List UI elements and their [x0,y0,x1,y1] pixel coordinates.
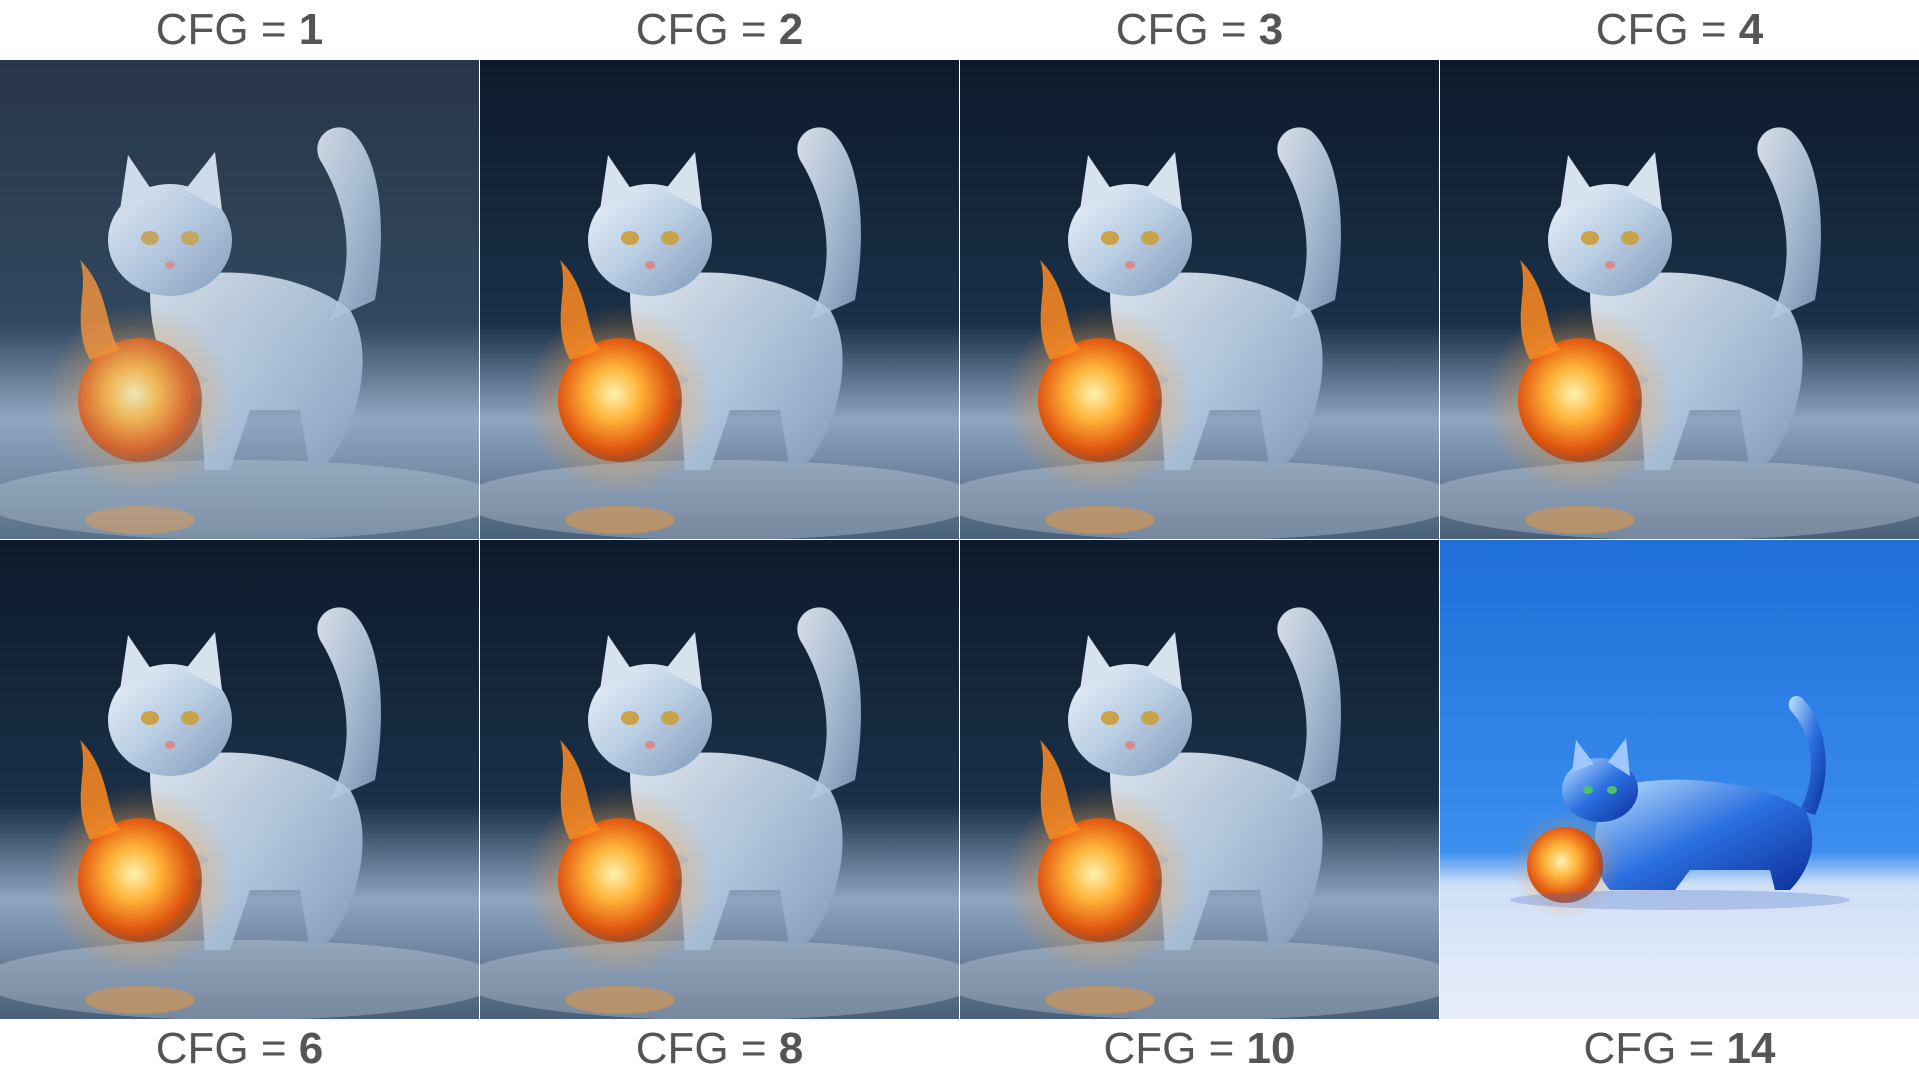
image-cfg-1 [0,60,479,539]
image-cfg-2 [480,60,959,539]
image-cfg-14 [1440,540,1919,1019]
image-cfg-4 [1440,60,1919,539]
label-panel-14: CFG = 14 [1583,1024,1776,1073]
label-panel-4: CFG = 4 [1595,5,1764,54]
label-panel-10: CFG = 10 [1103,1024,1296,1073]
image-cfg-6 [0,540,479,1019]
image-cfg-10 [960,540,1439,1019]
label-panel-2: CFG = 2 [635,5,804,54]
label-panel-6: CFG = 6 [155,1024,324,1073]
image-cfg-3 [960,60,1439,539]
label-panel-1: CFG = 1 [155,5,324,54]
image-cfg-8 [480,540,959,1019]
label-panel-3: CFG = 3 [1115,5,1284,54]
label-panel-8: CFG = 8 [635,1024,804,1073]
